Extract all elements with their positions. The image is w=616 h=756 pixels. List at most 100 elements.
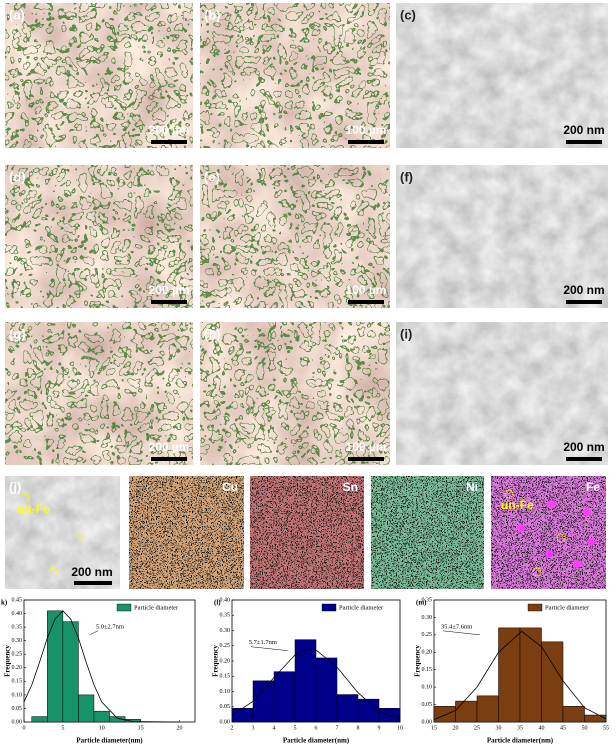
y-tick-label: 0.10 xyxy=(12,692,23,698)
grain-boundaries xyxy=(200,322,390,465)
scale-label: 100 µm xyxy=(346,440,387,454)
annotation-leader xyxy=(442,630,480,636)
bar xyxy=(273,671,296,723)
fit-curve xyxy=(231,648,401,720)
element-label: Ni xyxy=(466,480,478,494)
scale-label: 200 µm xyxy=(149,283,190,297)
bar xyxy=(433,706,456,723)
y-tick-label: 0.10 xyxy=(422,685,433,691)
grain-boundaries xyxy=(5,3,193,148)
x-tick-label: 3 xyxy=(252,725,255,731)
annotation: 5.7±1.7nm xyxy=(249,639,277,646)
x-tick-label: 0 xyxy=(23,725,26,731)
x-tick-label: 55 xyxy=(603,725,609,731)
grain-boundaries xyxy=(5,165,193,308)
y-tick-label: 0.35 xyxy=(220,613,231,619)
bar xyxy=(62,621,79,723)
x-tick-label: 10 xyxy=(397,725,403,731)
bar xyxy=(252,680,275,723)
scale-label: 200 nm xyxy=(563,440,604,454)
particle xyxy=(573,560,581,568)
y-axis-label: Frequency xyxy=(212,645,220,677)
bar xyxy=(315,657,338,723)
x-axis-label: Particle diameter(nm) xyxy=(283,737,350,745)
x-tick-label: 20 xyxy=(176,725,182,731)
scale-label: 100 µm xyxy=(346,283,387,297)
panel-label: (l) xyxy=(214,599,221,607)
x-axis-label: Particle diameter(nm) xyxy=(76,737,143,745)
bar xyxy=(31,716,48,723)
bar xyxy=(476,695,499,723)
y-tick-label: 0.30 xyxy=(12,638,23,644)
legend-swatch xyxy=(527,603,543,612)
bar xyxy=(541,641,564,723)
scale-label: 200 nm xyxy=(563,123,604,137)
grain-boundaries xyxy=(200,165,390,308)
marker xyxy=(504,489,514,499)
eds-tint xyxy=(129,476,244,589)
micrograph xyxy=(396,322,608,465)
y-tick-label: 0.20 xyxy=(422,650,433,656)
element-label: Cu xyxy=(222,480,238,494)
scale-label: 100 µm xyxy=(346,123,387,137)
tem-image xyxy=(5,476,120,589)
grain-boundaries xyxy=(200,3,390,148)
bar xyxy=(498,627,521,723)
bar xyxy=(562,706,585,723)
y-tick-label: 0.30 xyxy=(220,628,231,634)
micrograph xyxy=(396,3,608,148)
y-tick-label: 0.15 xyxy=(12,679,23,685)
bar xyxy=(47,610,64,723)
y-tick-label: 0.35 xyxy=(422,597,433,603)
bar xyxy=(93,710,110,723)
legend-label: Particle diameter xyxy=(134,604,179,611)
panel-label: (h) xyxy=(204,326,221,341)
x-tick-label: 6 xyxy=(315,725,318,731)
bar xyxy=(584,714,607,723)
bar xyxy=(78,694,95,723)
y-tick-label: 0.20 xyxy=(12,665,23,671)
y-axis-label: Frequency xyxy=(4,645,12,677)
x-tick-label: 15 xyxy=(138,725,144,731)
x-tick-label: 2 xyxy=(231,725,234,731)
panel-label: (f) xyxy=(400,169,413,184)
x-tick-label: 35 xyxy=(517,725,523,731)
eds-tint xyxy=(491,476,606,589)
eds-tint xyxy=(250,476,364,589)
panel-label: (i) xyxy=(400,326,412,341)
particle xyxy=(517,524,525,532)
bar xyxy=(231,708,254,723)
bar xyxy=(336,694,359,723)
particle xyxy=(547,500,555,508)
scale-label: 200 µm xyxy=(149,440,190,454)
bar xyxy=(124,719,141,723)
y-tick-label: 0.30 xyxy=(422,615,433,621)
y-tick-label: 0.10 xyxy=(220,689,231,695)
annotation: un-Fe xyxy=(17,502,50,516)
x-tick-label: 25 xyxy=(474,725,480,731)
marker xyxy=(75,531,85,541)
x-tick-label: 9 xyxy=(378,725,381,731)
x-tick-label: 45 xyxy=(560,725,566,731)
x-tick-label: 40 xyxy=(539,725,545,731)
scale-label: 200 nm xyxy=(71,565,112,579)
x-tick-label: 7 xyxy=(336,725,339,731)
bar xyxy=(519,627,542,723)
particle xyxy=(583,508,591,516)
x-tick-label: 5 xyxy=(61,725,64,731)
y-tick-label: 0.15 xyxy=(422,667,433,673)
particle xyxy=(545,550,553,558)
y-tick-label: 0.40 xyxy=(12,611,23,617)
annotation-leader xyxy=(250,646,288,651)
fit-curve xyxy=(433,630,607,720)
y-tick-label: 0.35 xyxy=(12,624,23,630)
eds-tint xyxy=(371,476,484,589)
panel-label: (d) xyxy=(9,169,26,184)
x-tick-label: 30 xyxy=(496,725,502,731)
marker xyxy=(20,493,30,503)
y-axis-label: Frequency xyxy=(414,645,422,677)
y-tick-label: 0.25 xyxy=(422,632,433,638)
y-tick-label: 0.40 xyxy=(220,597,231,603)
panel-label: (c) xyxy=(400,7,416,22)
